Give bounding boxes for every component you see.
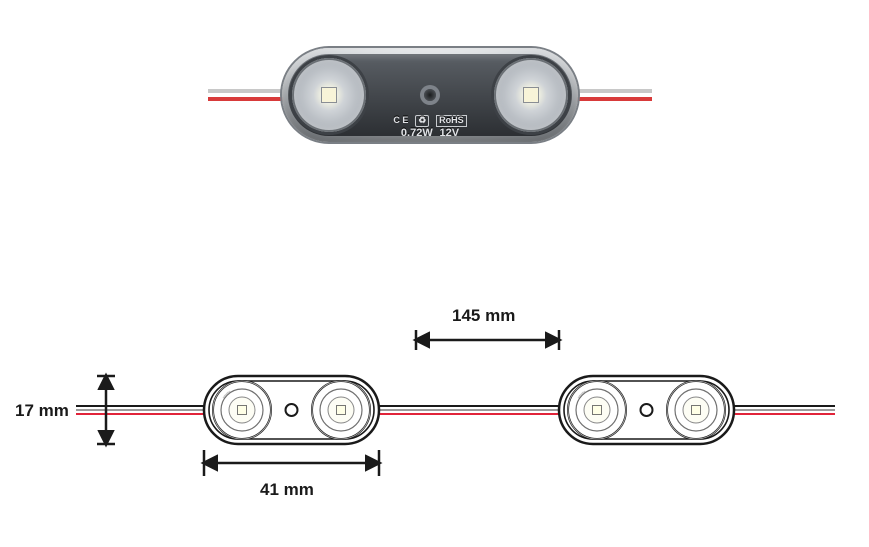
- dim-pitch: [416, 330, 559, 350]
- dim-height-label: 17 mm: [15, 401, 69, 421]
- module-2: [559, 376, 734, 444]
- module-1: [204, 376, 379, 444]
- dim-pitch-label: 145 mm: [452, 306, 515, 326]
- dimension-diagram: [0, 0, 869, 547]
- dim-length-label: 41 mm: [260, 480, 314, 500]
- dim-length: [204, 450, 379, 476]
